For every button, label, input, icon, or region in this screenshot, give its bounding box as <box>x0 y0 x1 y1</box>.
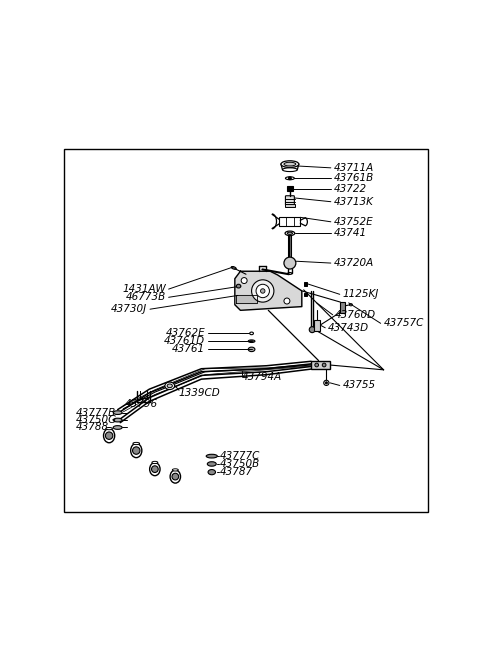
FancyBboxPatch shape <box>286 196 294 206</box>
Text: 43788: 43788 <box>76 422 109 432</box>
Text: 43752E: 43752E <box>334 217 373 227</box>
Ellipse shape <box>206 455 217 458</box>
Ellipse shape <box>167 384 172 388</box>
Ellipse shape <box>282 168 297 172</box>
Text: 43757C: 43757C <box>384 318 424 328</box>
Text: 1431AW: 1431AW <box>122 284 166 294</box>
Ellipse shape <box>349 304 352 306</box>
Ellipse shape <box>207 462 216 466</box>
Ellipse shape <box>170 470 180 483</box>
Bar <box>287 186 293 191</box>
Ellipse shape <box>286 177 294 179</box>
Ellipse shape <box>281 160 299 168</box>
Ellipse shape <box>284 162 296 166</box>
Ellipse shape <box>113 418 122 422</box>
Circle shape <box>252 280 274 302</box>
Text: 1339CD: 1339CD <box>178 388 220 398</box>
Circle shape <box>325 382 327 384</box>
Circle shape <box>106 432 113 440</box>
Circle shape <box>284 257 296 269</box>
Polygon shape <box>236 295 257 303</box>
Text: 1125KJ: 1125KJ <box>343 290 379 299</box>
Circle shape <box>256 284 269 297</box>
Circle shape <box>261 289 265 293</box>
Ellipse shape <box>152 461 158 464</box>
Ellipse shape <box>248 340 255 343</box>
Text: 43755: 43755 <box>343 381 376 390</box>
Ellipse shape <box>248 347 255 352</box>
Ellipse shape <box>131 443 142 458</box>
Text: 43750G: 43750G <box>76 415 117 425</box>
Ellipse shape <box>285 231 295 236</box>
Text: 43761: 43761 <box>172 345 205 354</box>
Circle shape <box>241 278 247 284</box>
Circle shape <box>322 363 326 367</box>
Text: 43796: 43796 <box>125 400 158 409</box>
Ellipse shape <box>288 272 292 274</box>
Text: 43713K: 43713K <box>334 196 373 207</box>
Ellipse shape <box>250 341 253 342</box>
Circle shape <box>288 177 291 179</box>
Bar <box>304 293 307 296</box>
Ellipse shape <box>236 284 241 288</box>
Ellipse shape <box>106 428 112 430</box>
Bar <box>285 204 295 207</box>
Circle shape <box>132 447 140 455</box>
Ellipse shape <box>104 428 115 443</box>
Text: 43760D: 43760D <box>335 310 376 320</box>
Text: 43787: 43787 <box>220 467 253 477</box>
Bar <box>314 320 320 331</box>
Text: 43743D: 43743D <box>328 323 369 333</box>
Text: 43794A: 43794A <box>242 372 283 383</box>
Text: 43761B: 43761B <box>334 174 373 183</box>
Ellipse shape <box>250 332 253 335</box>
Text: 43761D: 43761D <box>164 336 205 346</box>
Ellipse shape <box>113 411 122 415</box>
Ellipse shape <box>165 382 175 390</box>
Circle shape <box>315 363 319 367</box>
Text: 43777B: 43777B <box>76 407 116 418</box>
Circle shape <box>172 474 179 480</box>
Circle shape <box>309 327 315 333</box>
Bar <box>340 302 345 313</box>
Polygon shape <box>235 271 302 310</box>
Bar <box>304 282 307 286</box>
Ellipse shape <box>231 267 236 269</box>
Ellipse shape <box>133 442 140 445</box>
Text: 43720A: 43720A <box>334 258 373 268</box>
Text: 43711A: 43711A <box>334 163 373 173</box>
Text: 43722: 43722 <box>334 183 367 194</box>
Bar <box>279 217 300 226</box>
Text: 43762E: 43762E <box>166 328 205 339</box>
Text: 43741: 43741 <box>334 229 367 238</box>
Circle shape <box>152 466 158 472</box>
Ellipse shape <box>288 232 292 234</box>
Text: 43777C: 43777C <box>220 451 260 461</box>
Ellipse shape <box>172 469 178 471</box>
Text: 43730J: 43730J <box>111 304 147 314</box>
Bar <box>311 360 330 369</box>
Ellipse shape <box>113 426 122 430</box>
Text: 46773B: 46773B <box>126 292 166 303</box>
Ellipse shape <box>208 470 216 475</box>
Ellipse shape <box>150 462 160 476</box>
Circle shape <box>284 298 290 304</box>
Text: 43750B: 43750B <box>220 459 260 469</box>
Circle shape <box>324 381 329 385</box>
